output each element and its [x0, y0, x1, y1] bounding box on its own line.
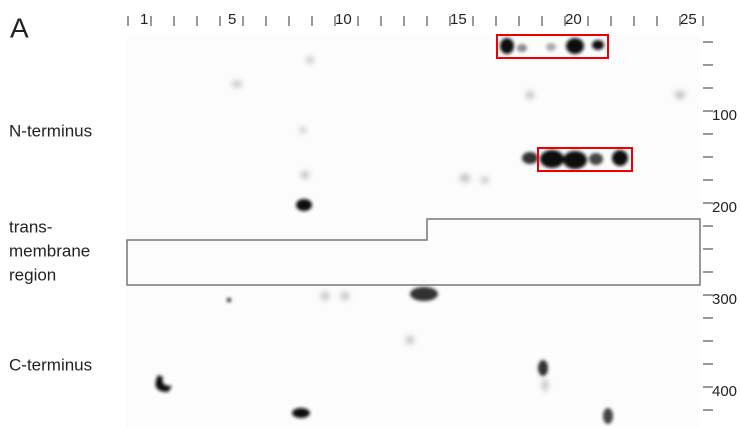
column-number: 1	[140, 11, 148, 28]
region-label: trans-	[9, 217, 52, 236]
column-number: 20	[565, 11, 582, 28]
figure-panel: A 1 5 10 15 20 25 100 200 300 400 N-term…	[0, 0, 741, 428]
blot-area	[127, 35, 700, 428]
residue-number: 300	[712, 291, 737, 308]
column-number: 25	[680, 11, 697, 28]
residue-number: 200	[712, 199, 737, 216]
column-number: 15	[450, 11, 467, 28]
region-label: N-terminus	[9, 121, 92, 140]
column-number: 10	[335, 11, 352, 28]
panel-label: A	[10, 12, 29, 43]
residue-number: 100	[712, 107, 737, 124]
right-ruler-ticks	[703, 42, 713, 428]
region-label: C-terminus	[9, 355, 92, 374]
region-label: membrane	[9, 241, 90, 260]
top-ruler-ticks	[128, 16, 703, 26]
column-number: 5	[228, 11, 236, 28]
region-label: region	[9, 265, 56, 284]
residue-number: 400	[712, 383, 737, 400]
